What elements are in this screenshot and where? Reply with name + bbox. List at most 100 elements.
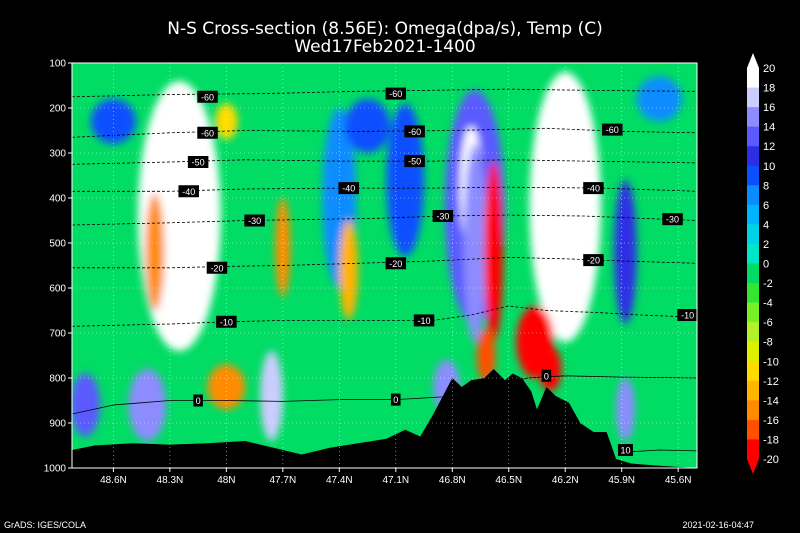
x-tick-label: 47.1N (382, 475, 409, 486)
colorbar-swatch (747, 322, 759, 343)
colorbar-swatch (747, 243, 759, 264)
x-tick-label: 45.9N (608, 475, 635, 486)
y-tick-label: 700 (49, 329, 66, 340)
plot-area: -60 -60 -60 -60 -60 -50 -50 -40 -40 -40 -30 -30 -30 -… (72, 63, 697, 468)
contour-label-box (677, 309, 697, 321)
plot-frame (71, 62, 698, 469)
colorbar-label: -8 (763, 337, 773, 349)
contour-label: -20 (210, 263, 223, 273)
contour-label: -10 (220, 317, 233, 327)
colorbar-label: -10 (763, 356, 779, 368)
y-tick-label: 300 (49, 149, 66, 160)
colorbar-swatch (747, 146, 759, 167)
omega-cell (90, 99, 137, 144)
contour-label: -40 (587, 184, 600, 194)
contour-label-box (197, 126, 218, 139)
contour-label: -40 (342, 184, 355, 194)
contour-label: -50 (408, 157, 421, 167)
x-tick-label: 47.7N (269, 475, 296, 486)
omega-cell (156, 108, 202, 324)
colorbar-swatch (747, 107, 759, 128)
colorbar-swatch (747, 185, 759, 206)
omega-cell (476, 328, 496, 383)
topography (72, 369, 697, 468)
colorbar-label: 6 (763, 200, 769, 212)
contour-label: -20 (587, 256, 600, 266)
contour-label: 0 (393, 395, 398, 405)
colorbar-swatch (747, 283, 759, 304)
contour-label-box (193, 394, 203, 407)
colorbar-swatch (747, 165, 759, 186)
colorbar-swatch (747, 224, 759, 245)
x-tick-label: 46.5N (495, 475, 522, 486)
colorbar-swatch (747, 341, 759, 362)
colorbar-label: 16 (763, 102, 775, 114)
omega-cell (614, 180, 637, 324)
y-tick-label: 600 (49, 284, 66, 295)
contour-label: -30 (248, 216, 261, 226)
contour-label-box (404, 125, 425, 138)
colorbar: 20181614121086420-2-4-6-8-10-12-14-16-18… (747, 53, 779, 474)
omega-cell (260, 351, 283, 441)
omega-cell (72, 373, 101, 437)
contour-label: -20 (389, 259, 402, 269)
omega-cell (538, 346, 562, 392)
contour-label-box (541, 369, 552, 382)
colorbar-label: 2 (763, 239, 769, 251)
omega-cell (215, 103, 238, 140)
contour-label-box (187, 156, 209, 168)
colorbar-label: -2 (763, 278, 773, 290)
contour-label-box (617, 444, 633, 456)
colorbar-label: -14 (763, 395, 779, 407)
footer-left: GrADS: IGES/COLA (4, 520, 87, 530)
y-tick-label: 900 (49, 419, 66, 430)
contour-label-box (391, 393, 401, 406)
temperature-contour (72, 88, 697, 98)
colorbar-swatch (747, 419, 759, 440)
contour-label-box (338, 182, 359, 195)
contour-label: 0 (544, 371, 549, 381)
contour-label-box (432, 210, 454, 222)
contour-label-box (197, 90, 218, 103)
colorbar-label: 10 (763, 161, 775, 173)
contour-labels: -60 -60 -60 -60 -60 -50 -50 -40 -40 -40 -30 -30 -30 -… (178, 87, 697, 456)
contour-label-box (216, 315, 237, 328)
contour-label-box (206, 261, 228, 274)
gridlines (72, 63, 697, 468)
omega-cell (636, 76, 682, 122)
y-tick-label: 400 (49, 194, 66, 205)
contour-label: -10 (418, 316, 431, 326)
omega-cell (386, 103, 425, 257)
contour-label-box (413, 314, 435, 327)
contour-label: -60 (606, 125, 619, 135)
temperature-contour (621, 449, 697, 453)
contour-label-box (583, 254, 604, 267)
colorbar-swatch (747, 126, 759, 147)
colorbar-label: 18 (763, 83, 775, 95)
contour-label: -60 (408, 127, 421, 137)
colorbar-swatch (747, 302, 759, 323)
contour-label: -50 (192, 158, 205, 168)
colorbar-swatch (747, 380, 759, 401)
colorbar-label: -16 (763, 415, 779, 427)
contour-label: -30 (436, 212, 449, 222)
temperature-contour (72, 159, 697, 165)
y-tick-label: 800 (49, 374, 66, 385)
colorbar-swatch (747, 68, 759, 89)
colorbar-swatch (747, 400, 759, 421)
contour-label: -10 (681, 311, 694, 321)
x-tick-label: 48N (217, 475, 235, 486)
colorbar-swatch (747, 204, 759, 225)
colorbar-label: -18 (763, 434, 779, 446)
colorbar-label: 20 (763, 63, 775, 75)
x-tick-label: 46.8N (439, 475, 466, 486)
omega-cell (344, 99, 391, 153)
colorbar-label: 0 (763, 259, 769, 271)
x-tick-label: 48.6N (100, 475, 127, 486)
colorbar-top-arrow (747, 53, 759, 68)
colorbar-label: 12 (763, 141, 775, 153)
y-tick-label: 100 (49, 59, 66, 70)
y-tick-label: 200 (49, 104, 66, 115)
